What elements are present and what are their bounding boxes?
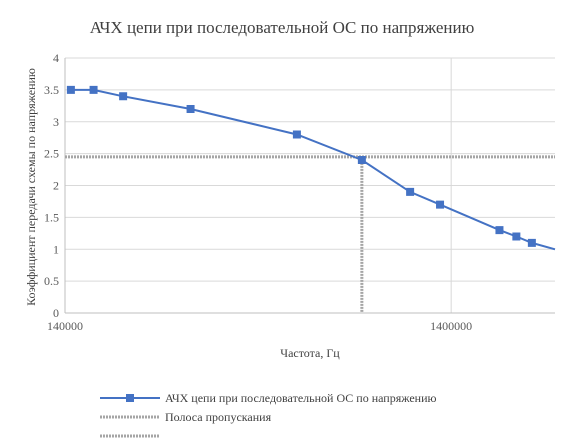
y-tick-labels: 0 0.5 1 1.5 2 2.5 3 3.5 4 xyxy=(44,51,59,320)
x-tick-label: 1400000 xyxy=(430,319,472,333)
chart-title: АЧХ цепи при последовательной ОС по напр… xyxy=(90,18,475,37)
y-tick-label: 0 xyxy=(53,306,59,320)
x-tick-label: 140000 xyxy=(47,319,83,333)
data-point xyxy=(512,232,521,241)
y-tick-label: 3 xyxy=(53,115,59,129)
data-point xyxy=(357,156,366,164)
y-tick-label: 0.5 xyxy=(44,274,59,288)
legend-label-passband: Полоса пропускания xyxy=(165,410,272,424)
reference-lines xyxy=(65,155,555,313)
data-point xyxy=(89,85,98,94)
y-tick-label: 3.5 xyxy=(44,83,59,97)
x-tick-labels: 140000 1400000 xyxy=(47,319,472,333)
legend-marker-series xyxy=(126,394,134,402)
data-point xyxy=(527,238,536,247)
data-point xyxy=(186,105,195,113)
data-point xyxy=(436,200,445,209)
gridlines xyxy=(65,57,555,313)
axes xyxy=(64,58,555,314)
x-axis-title: Частота, Гц xyxy=(280,346,340,360)
legend: АЧХ цепи при последовательной ОС по напр… xyxy=(100,391,437,438)
series-line-group xyxy=(70,88,556,251)
y-tick-label: 2 xyxy=(53,179,59,193)
y-tick-label: 1 xyxy=(53,242,59,256)
legend-item-series: АЧХ цепи при последовательной ОС по напр… xyxy=(100,391,437,405)
data-point xyxy=(66,85,75,94)
y-tick-label: 2.5 xyxy=(44,147,59,161)
markers xyxy=(66,85,536,247)
y-axis-title: Коэффициент передачи схемы по напряжению xyxy=(24,68,38,306)
legend-item-passband: Полоса пропускания xyxy=(100,410,272,424)
y-tick-label: 1.5 xyxy=(44,210,59,224)
data-point xyxy=(119,92,128,101)
legend-label-series: АЧХ цепи при последовательной ОС по напр… xyxy=(165,391,437,405)
data-point xyxy=(495,226,504,235)
data-point xyxy=(406,187,415,196)
y-tick-label: 4 xyxy=(53,51,59,65)
data-point xyxy=(292,130,301,139)
series-line xyxy=(70,88,556,251)
